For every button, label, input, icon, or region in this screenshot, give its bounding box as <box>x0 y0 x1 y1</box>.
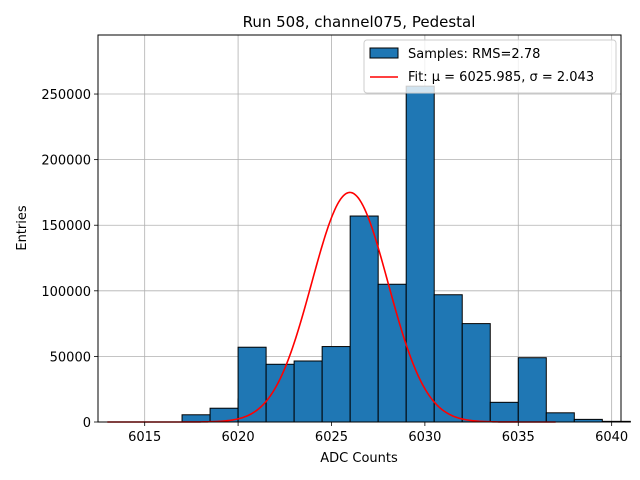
legend-swatch-samples <box>369 47 399 59</box>
legend-label-fit: Fit: μ = 6025.985, σ = 2.043 <box>408 70 594 85</box>
histogram-bars <box>181 85 631 423</box>
x-axis-ticks: 6015 6020 6025 6030 6035 6040 <box>128 422 628 445</box>
legend-label-samples: Samples: RMS=2.78 <box>408 47 540 62</box>
x-tick-label: 6030 <box>408 430 441 445</box>
histogram-bar <box>489 401 519 423</box>
x-tick-label: 6020 <box>222 430 255 445</box>
chart-title: Run 508, channel075, Pedestal <box>243 13 476 31</box>
y-axis-label: Entries <box>15 205 30 251</box>
y-tick-label: 50000 <box>50 350 91 365</box>
histogram-bar <box>377 283 407 423</box>
histogram-bar <box>181 414 211 423</box>
x-tick-label: 6035 <box>502 430 535 445</box>
x-tick-label: 6040 <box>595 430 628 445</box>
x-tick-label: 6025 <box>315 430 348 445</box>
histogram-bar <box>545 412 575 423</box>
x-tick-label: 6015 <box>128 430 161 445</box>
histogram-bar <box>265 363 295 423</box>
histogram-bar <box>349 215 379 423</box>
y-tick-label: 150000 <box>41 219 91 234</box>
histogram-bar <box>321 346 351 423</box>
x-axis-label: ADC Counts <box>320 451 398 466</box>
plot-frame <box>97 34 622 423</box>
legend: Samples: RMS=2.78 Fit: μ = 6025.985, σ =… <box>363 39 617 94</box>
y-tick-label: 250000 <box>41 88 91 103</box>
y-tick-label: 200000 <box>41 154 91 169</box>
legend-box <box>363 39 617 94</box>
y-axis-ticks: 0 50000 100000 150000 200000 250000 <box>41 88 98 431</box>
histogram-bar <box>293 360 323 423</box>
histogram-bar <box>433 294 463 423</box>
histogram-bar <box>461 323 491 423</box>
y-tick-label: 0 <box>83 416 91 431</box>
histogram-bar <box>517 357 547 423</box>
histogram-bar <box>237 346 267 423</box>
histogram-bar <box>405 85 435 423</box>
y-tick-label: 100000 <box>41 285 91 300</box>
